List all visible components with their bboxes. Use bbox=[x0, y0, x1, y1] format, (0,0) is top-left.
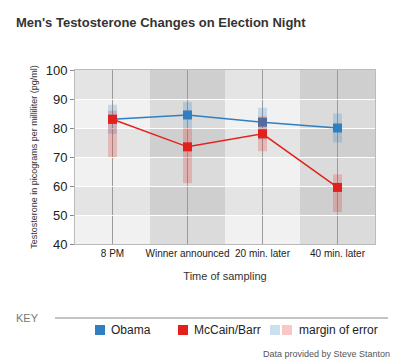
svg-text:80: 80 bbox=[53, 121, 67, 136]
svg-text:Data provided by Steve Stanton: Data provided by Steve Stanton bbox=[263, 349, 390, 359]
svg-text:Obama: Obama bbox=[111, 323, 151, 337]
svg-text:90: 90 bbox=[53, 92, 67, 107]
svg-text:margin of error: margin of error bbox=[299, 323, 378, 337]
svg-text:Men's Testosterone Changes on: Men's Testosterone Changes on Election N… bbox=[16, 15, 306, 30]
svg-text:60: 60 bbox=[53, 179, 67, 194]
svg-text:Time of sampling: Time of sampling bbox=[183, 270, 266, 282]
svg-text:70: 70 bbox=[53, 150, 67, 165]
svg-text:50: 50 bbox=[53, 208, 67, 223]
svg-text:100: 100 bbox=[46, 63, 68, 78]
svg-text:8 PM: 8 PM bbox=[101, 248, 124, 259]
svg-text:20 min. later: 20 min. later bbox=[235, 248, 291, 259]
svg-text:40 min. later: 40 min. later bbox=[310, 248, 366, 259]
svg-text:KEY: KEY bbox=[16, 312, 39, 324]
svg-text:Winner announced: Winner announced bbox=[146, 248, 230, 259]
svg-text:40: 40 bbox=[53, 237, 67, 252]
svg-text:McCain/Barr: McCain/Barr bbox=[194, 323, 261, 337]
svg-text:Testosterone in picograms per: Testosterone in picograms per milliliter… bbox=[29, 65, 39, 249]
